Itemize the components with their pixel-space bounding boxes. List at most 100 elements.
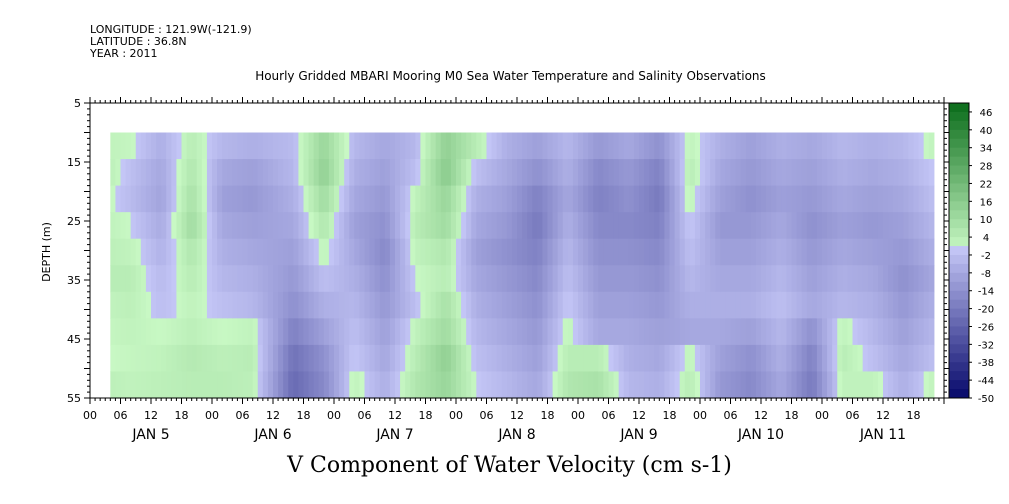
heatmap-cell (557, 132, 564, 160)
heatmap-cell (420, 159, 427, 187)
heatmap-cell (659, 238, 666, 266)
heatmap-cell (196, 291, 203, 319)
heatmap-cell (334, 159, 340, 187)
heatmap-cell (715, 344, 721, 373)
heatmap-cell (710, 159, 716, 187)
heatmap-cell (120, 212, 127, 240)
y-tick-label: 35 (67, 274, 81, 287)
heatmap-cell (872, 185, 879, 213)
heatmap-cell (557, 344, 564, 373)
heatmap-cell (115, 132, 122, 160)
heatmap-cell (816, 344, 823, 373)
heatmap-cell (883, 238, 889, 266)
heatmap-cell (201, 132, 208, 160)
heatmap-cell (639, 265, 645, 293)
heatmap-cell (755, 238, 762, 266)
heatmap-cell (308, 344, 315, 373)
heatmap-cell (689, 371, 696, 399)
heatmap-cell (710, 212, 716, 240)
heatmap-cell (496, 132, 503, 160)
heatmap-cell (156, 265, 162, 293)
heatmap-cell (120, 318, 127, 346)
heatmap-cell (567, 371, 574, 399)
heatmap-cell (410, 291, 416, 319)
heatmap-cell (827, 344, 833, 373)
heatmap-cell (339, 344, 345, 373)
heatmap-cell (674, 265, 681, 293)
heatmap-cell (517, 132, 523, 160)
heatmap-cell (466, 371, 472, 399)
heatmap-cell (598, 265, 605, 293)
heatmap-cell (191, 159, 198, 187)
heatmap-cell (633, 159, 640, 187)
heatmap-cell (923, 344, 930, 373)
heatmap-cell (755, 212, 762, 240)
heatmap-cell (496, 159, 503, 187)
heatmap-cell (486, 185, 493, 213)
heatmap-cell (466, 318, 472, 346)
heatmap-cell (822, 291, 828, 319)
heatmap-cell (766, 132, 772, 160)
heatmap-cell (212, 291, 218, 319)
heatmap-cell (201, 371, 208, 399)
heatmap-cell (623, 185, 630, 213)
heatmap-cell (252, 371, 259, 399)
heatmap-cell (359, 371, 366, 399)
heatmap-cell (664, 185, 671, 213)
heatmap-cell (156, 291, 162, 319)
heatmap-cell (735, 159, 742, 187)
heatmap-cell (151, 212, 157, 240)
heatmap-cell (166, 159, 172, 187)
heatmap-cell (918, 265, 925, 293)
colorbar-swatch (949, 353, 969, 363)
heatmap-cell (140, 265, 147, 293)
heatmap-cell (288, 265, 294, 293)
heatmap-cell (786, 265, 793, 293)
heatmap-cell (791, 159, 798, 187)
x-day-label: JAN 10 (737, 427, 784, 443)
heatmap-cell (430, 159, 437, 187)
heatmap-cell (506, 265, 513, 293)
heatmap-cell (923, 132, 930, 160)
heatmap-cell (684, 238, 691, 266)
heatmap-cell (115, 344, 122, 373)
heatmap-cell (557, 318, 564, 346)
heatmap-cell (837, 265, 843, 293)
heatmap-cell (700, 371, 706, 399)
heatmap-cell (623, 238, 630, 266)
heatmap-cell (913, 344, 920, 373)
heatmap-cell (862, 159, 869, 187)
heatmap-cell (440, 159, 447, 187)
heatmap-cell (450, 371, 457, 399)
heatmap-cell (359, 318, 366, 346)
heatmap-cell (786, 344, 793, 373)
heatmap-cell (816, 238, 823, 266)
heatmap-cell (476, 185, 483, 213)
heatmap-cell (720, 212, 727, 240)
heatmap-cell (227, 318, 233, 346)
heatmap-cell (145, 265, 152, 293)
heatmap-cell (511, 132, 518, 160)
heatmap-cell (908, 159, 915, 187)
heatmap-cell (430, 212, 437, 240)
heatmap-cell (837, 291, 843, 319)
heatmap-cell (542, 159, 549, 187)
heatmap-cell (506, 371, 513, 399)
heatmap-cell (593, 159, 599, 187)
heatmap-cell (740, 159, 747, 187)
heatmap-cell (613, 318, 620, 346)
heatmap-cell (811, 291, 818, 319)
heatmap-cell (196, 265, 203, 293)
heatmap-cell (344, 132, 350, 160)
heatmap-cell (166, 212, 172, 240)
heatmap-cell (456, 185, 462, 213)
heatmap-cell (501, 185, 508, 213)
heatmap-cell (191, 212, 198, 240)
heatmap-cell (654, 238, 660, 266)
heatmap-cell (694, 132, 701, 160)
heatmap-cell (410, 318, 416, 346)
heatmap-cell (618, 291, 625, 319)
heatmap-cell (735, 291, 742, 319)
heatmap-cell (562, 344, 569, 373)
heatmap-cell (888, 185, 894, 213)
